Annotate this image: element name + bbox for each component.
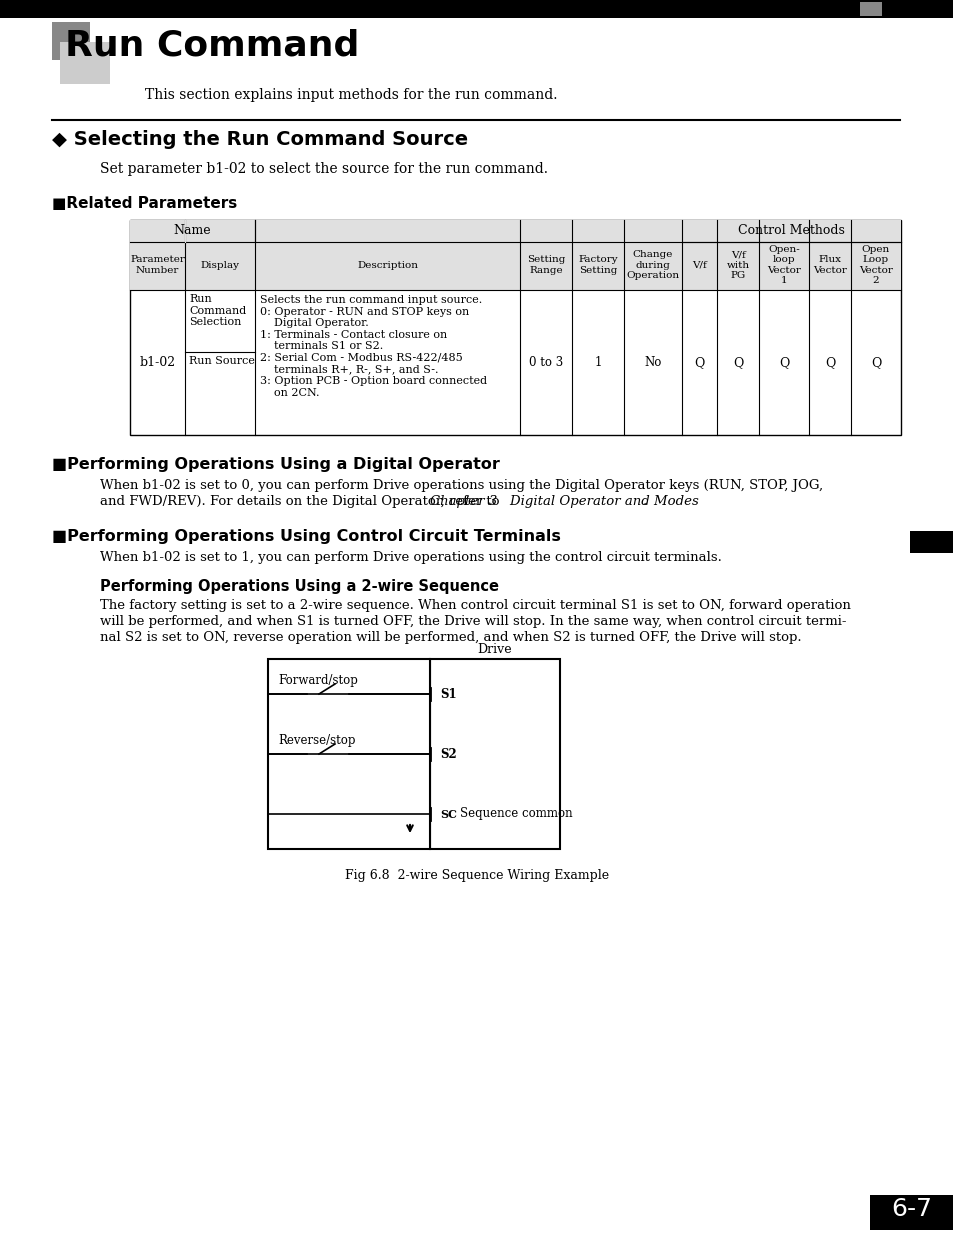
Text: ■Related Parameters: ■Related Parameters [52,196,237,211]
Text: Run Source: Run Source [189,356,254,366]
Text: Fig 6.8  2-wire Sequence Wiring Example: Fig 6.8 2-wire Sequence Wiring Example [345,869,608,882]
Text: Run Command: Run Command [65,28,359,62]
Text: and FWD/REV). For details on the Digital Operator, refer to: and FWD/REV). For details on the Digital… [100,495,503,508]
Text: Control Methods: Control Methods [738,224,844,237]
Text: When b1-02 is set to 1, you can perform Drive operations using the control circu: When b1-02 is set to 1, you can perform … [100,551,721,564]
Text: SC: SC [439,809,456,820]
Bar [60,42,110,84]
Text: Selects the run command input source.
0: Operator - RUN and STOP keys on
    Dig: Selects the run command input source. 0:… [260,295,487,398]
Bar [869,1195,953,1230]
Text: Set parameter b1-02 to select the source for the run command.: Set parameter b1-02 to select the source… [100,162,547,177]
Text: 6: 6 [924,534,937,552]
Text: Q: Q [870,356,881,369]
Text: ■Performing Operations Using a Digital Operator: ■Performing Operations Using a Digital O… [52,457,499,472]
Bar [430,659,559,848]
Text: S1: S1 [439,688,456,700]
Text: Forward/stop: Forward/stop [277,674,357,687]
Bar [909,531,953,553]
Text: 6-7: 6-7 [890,1197,931,1221]
Bar [130,220,900,290]
Text: Q: Q [732,356,742,369]
Text: .: . [642,495,646,508]
Text: V/f
with
PG: V/f with PG [725,251,749,280]
Text: The factory setting is set to a 2-wire sequence. When control circuit terminal S: The factory setting is set to a 2-wire s… [100,599,850,613]
Text: Sequence common: Sequence common [459,808,572,820]
Bar [859,2,882,16]
Text: Run Command: Run Command [679,4,761,14]
Text: No: No [643,356,661,369]
Text: ◆ Selecting the Run Command Source: ◆ Selecting the Run Command Source [52,130,468,149]
Text: S2: S2 [439,747,456,761]
Bar [130,220,900,435]
Bar [52,22,90,61]
Text: 0 to 3: 0 to 3 [528,356,562,369]
Text: Run
Command
Selection: Run Command Selection [189,294,246,327]
Text: When b1-02 is set to 0, you can perform Drive operations using the Digital Opera: When b1-02 is set to 0, you can perform … [100,479,822,492]
Bar [0,0,953,19]
Text: Performing Operations Using a 2-wire Sequence: Performing Operations Using a 2-wire Seq… [100,579,498,594]
Text: ■Performing Operations Using Control Circuit Terminals: ■Performing Operations Using Control Cir… [52,529,560,543]
Bar [268,659,430,848]
Text: This section explains input methods for the run command.: This section explains input methods for … [145,88,557,103]
Text: Flux
Vector: Flux Vector [812,256,846,274]
Text: Chapter 3   Digital Operator and Modes: Chapter 3 Digital Operator and Modes [430,495,698,508]
Text: V/f: V/f [691,261,706,269]
Text: Reverse/stop: Reverse/stop [277,734,355,747]
Text: 1: 1 [594,356,601,369]
Text: Change
during
Operation: Change during Operation [626,251,679,280]
Text: Q: Q [824,356,834,369]
Text: Name: Name [173,224,212,237]
Text: Setting
Range: Setting Range [526,256,564,274]
Text: Parameter
Number: Parameter Number [130,256,185,274]
Text: Open
Loop
Vector
2: Open Loop Vector 2 [858,245,892,285]
Text: Open-
loop
Vector
1: Open- loop Vector 1 [766,245,801,285]
Text: Q: Q [694,356,704,369]
Text: Factory
Setting: Factory Setting [578,256,618,274]
Text: b1-02: b1-02 [139,356,175,369]
Text: Description: Description [356,261,417,269]
Text: Q: Q [778,356,788,369]
Text: nal S2 is set to ON, reverse operation will be performed, and when S2 is turned : nal S2 is set to ON, reverse operation w… [100,631,801,643]
Text: Display: Display [200,261,239,269]
Text: will be performed, and when S1 is turned OFF, the Drive will stop. In the same w: will be performed, and when S1 is turned… [100,615,845,629]
Text: Drive: Drive [477,643,512,656]
